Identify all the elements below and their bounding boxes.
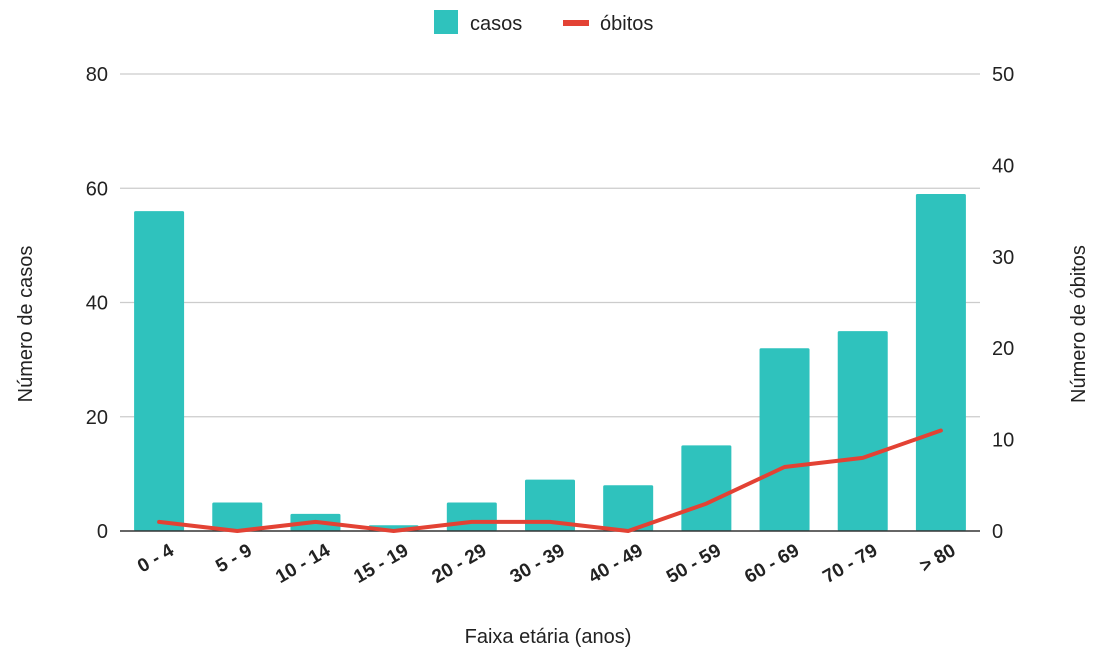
bar-casos — [446, 502, 497, 531]
x-tick-label: 0 - 4 — [134, 540, 178, 577]
y-left-tick-label: 40 — [86, 293, 108, 315]
bar-casos — [603, 485, 654, 531]
y-right-tick-label: 40 — [992, 155, 1014, 177]
legend-swatch-obitos — [563, 20, 589, 26]
y-left-tick-label: 60 — [86, 178, 108, 200]
x-tick-label: 20 - 29 — [429, 540, 491, 588]
y-right-tick-label: 0 — [992, 521, 1003, 543]
y-axis-left-title: Número de casos — [15, 246, 37, 403]
y-right-tick-label: 30 — [992, 247, 1014, 269]
x-tick-label: > 80 — [916, 540, 959, 577]
legend-label-obitos: óbitos — [600, 13, 653, 35]
y-right-tick-label: 10 — [992, 430, 1014, 452]
bar-casos — [134, 211, 185, 531]
x-axis-title: Faixa etária (anos) — [465, 626, 632, 648]
y-right-tick-label: 20 — [992, 338, 1014, 360]
x-axis-ticks: 0 - 4 5 - 9 10 - 14 15 - 19 20 - 29 30 - 39 40… — [134, 540, 959, 588]
bar-casos — [681, 445, 732, 531]
bars-casos — [134, 193, 966, 531]
x-tick-label: 10 - 14 — [272, 540, 334, 588]
y-right-tick-label: 50 — [992, 64, 1014, 86]
legend-label-casos: casos — [470, 13, 522, 35]
legend: casos óbitos — [434, 10, 653, 35]
bar-casos — [759, 348, 810, 531]
x-tick-label: 15 - 19 — [350, 540, 412, 588]
y-axis-left-ticks: 0 20 40 60 80 — [86, 64, 108, 543]
bar-casos — [525, 479, 575, 531]
line-obitos — [157, 428, 943, 533]
bar-casos — [837, 331, 888, 531]
y-left-tick-label: 80 — [86, 64, 108, 86]
legend-swatch-casos — [434, 10, 458, 34]
x-tick-label: 30 - 39 — [507, 540, 569, 588]
x-tick-label: 70 - 79 — [819, 540, 881, 588]
gridlines — [120, 73, 980, 418]
bar-casos — [212, 502, 263, 531]
y-axis-right-ticks: 0 10 20 30 40 50 — [992, 64, 1014, 543]
x-tick-label: 60 - 69 — [741, 540, 803, 588]
x-tick-label: 5 - 9 — [212, 540, 255, 577]
y-left-tick-label: 0 — [97, 521, 108, 543]
x-tick-label: 40 - 49 — [585, 540, 647, 588]
y-left-tick-label: 20 — [86, 407, 108, 429]
bar-casos — [915, 193, 966, 531]
x-tick-label: 50 - 59 — [663, 540, 725, 588]
y-axis-right-title: Número de óbitos — [1068, 245, 1090, 403]
